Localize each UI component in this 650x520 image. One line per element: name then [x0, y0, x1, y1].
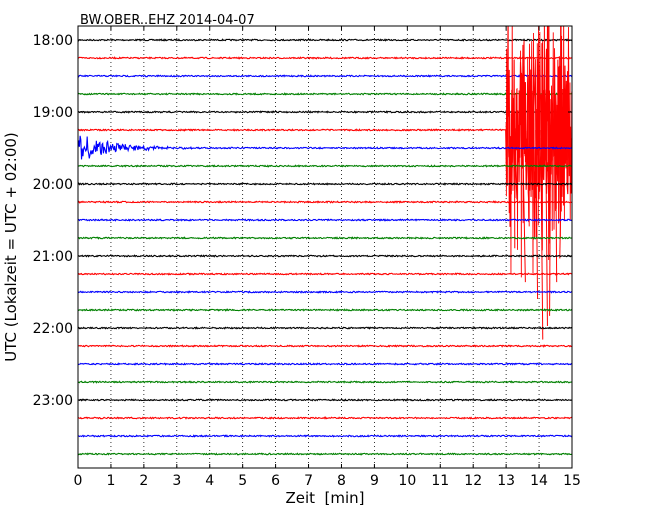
trace-group — [78, 26, 572, 456]
event-spike — [535, 129, 539, 300]
y-tick-labels: 18:00 19:00 20:00 21:00 22:00 23:00 — [33, 33, 73, 409]
axis-ticks — [77, 26, 573, 468]
trace-line — [78, 164, 572, 168]
trace-line — [78, 56, 572, 60]
x-tick-label: 3 — [172, 473, 181, 489]
x-tick-label: 14 — [530, 473, 548, 489]
x-tick-label: 12 — [464, 473, 482, 489]
trace-line — [78, 362, 572, 366]
trace-line — [78, 308, 572, 312]
x-tick-label: 13 — [497, 473, 515, 489]
x-tick-label: 15 — [563, 473, 581, 489]
trace-line — [78, 326, 572, 330]
trace-line — [78, 272, 572, 276]
trace-line — [78, 290, 572, 294]
x-tick-label: 4 — [205, 473, 214, 489]
vertical-grid — [110, 26, 540, 468]
y-tick-label: 22:00 — [33, 321, 73, 337]
trace-line — [78, 38, 572, 42]
chart-title: BW.OBER..EHZ 2014-04-07 — [80, 13, 255, 28]
x-tick-label: 6 — [271, 473, 280, 489]
y-tick-label: 23:00 — [33, 393, 73, 409]
trace-line — [78, 58, 572, 200]
trace-line — [78, 92, 572, 96]
event-spike — [545, 129, 548, 327]
plot-frame — [77, 25, 573, 469]
trace-line — [78, 254, 572, 258]
trace-line — [78, 434, 572, 438]
x-tick-label: 7 — [304, 473, 313, 489]
x-axis-label: Zeit [min] — [285, 489, 364, 507]
y-tick-label: 18:00 — [33, 33, 73, 49]
y-tick-label: 21:00 — [33, 249, 73, 265]
x-tick-label: 10 — [398, 473, 416, 489]
x-tick-label: 8 — [337, 473, 346, 489]
trace-line — [78, 416, 572, 420]
trace-line — [78, 380, 572, 384]
y-tick-label: 20:00 — [33, 177, 73, 193]
x-tick-label: 9 — [370, 473, 379, 489]
x-tick-labels: 0 1 2 3 4 5 6 7 8 9 10 11 12 13 14 15 — [74, 473, 581, 489]
trace-line — [78, 344, 572, 348]
trace-line — [78, 398, 572, 402]
trace-line — [78, 74, 572, 78]
trace-line — [78, 110, 572, 114]
event-spike — [549, 129, 552, 316]
trace-line — [78, 218, 572, 222]
trace-line — [78, 135, 572, 160]
trace-line — [78, 236, 572, 240]
x-tick-label: 1 — [106, 473, 115, 489]
x-tick-label: 5 — [238, 473, 247, 489]
y-tick-label: 19:00 — [33, 105, 73, 121]
trace-line — [78, 200, 572, 204]
trace-line — [78, 452, 572, 456]
x-tick-label: 2 — [139, 473, 148, 489]
event-spike — [559, 129, 563, 259]
x-tick-label: 0 — [74, 473, 83, 489]
y-axis-label: UTC (Lokalzeit = UTC + 02:00) — [2, 132, 20, 362]
x-tick-label: 11 — [431, 473, 449, 489]
trace-line — [78, 182, 572, 186]
event-burst — [505, 26, 572, 278]
